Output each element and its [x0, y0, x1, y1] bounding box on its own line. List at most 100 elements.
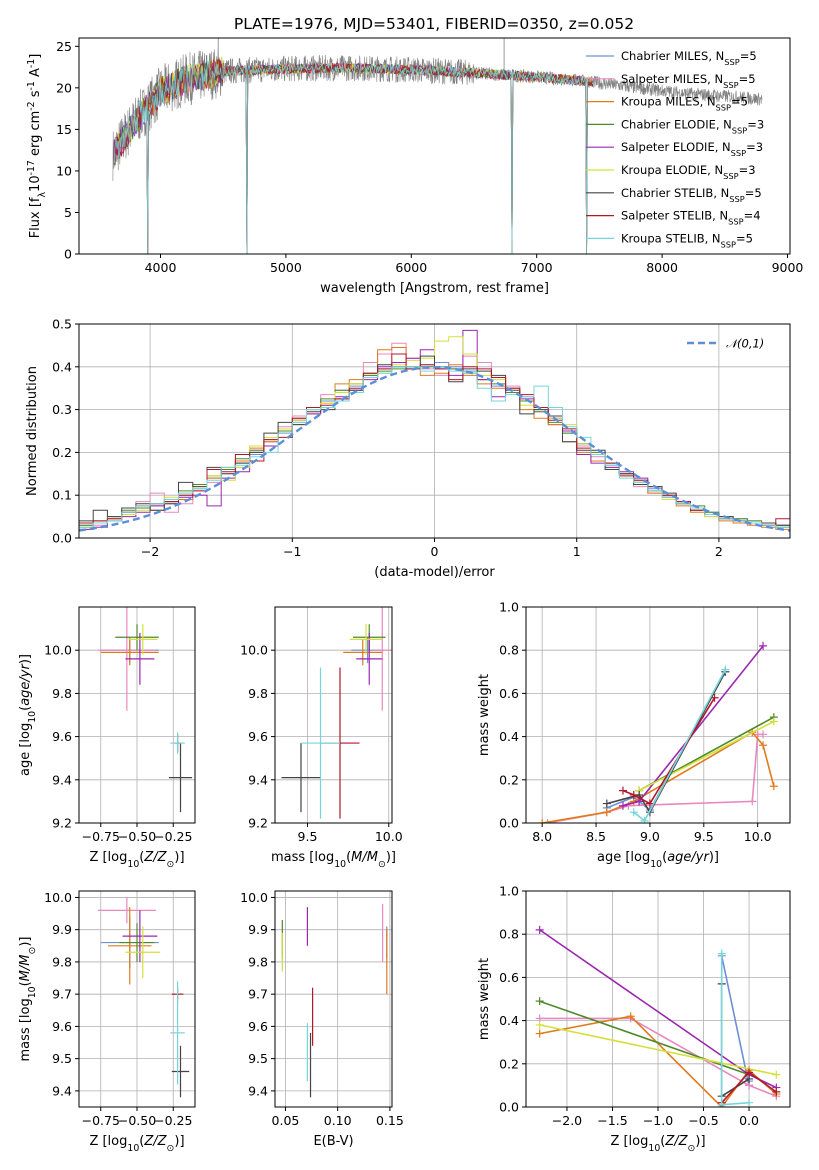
- x-tick-label: −0.75: [82, 829, 120, 844]
- x-tick-label: 6000: [395, 260, 427, 275]
- mass-weight-point: [629, 808, 638, 817]
- mass-weight-point: [645, 799, 654, 808]
- y-tick-label: 9.4: [248, 772, 268, 787]
- mass-weight-point: [602, 808, 611, 817]
- x-tick-label: 8000: [646, 260, 678, 275]
- x-tick-label: −1: [283, 544, 301, 559]
- x-tick-label: 9.0: [640, 829, 660, 844]
- y-tick-label: 9.4: [52, 1083, 72, 1098]
- y-tick-label: 10.0: [44, 890, 72, 905]
- y-tick-label: 0.2: [499, 772, 519, 787]
- plot-area: [97, 607, 193, 813]
- legend-entry: Chabrier MILES, NSSP​=5: [621, 49, 757, 67]
- panel-3: 9.5 10.0 9.2 9.4 9.6 9.8 10.0 mass [log10​(M/M⊙…: [240, 606, 403, 870]
- x-tick-label: −2.0: [552, 1113, 582, 1128]
- y-tick-label: 5: [64, 205, 72, 220]
- x-tick-label: −2: [141, 544, 159, 559]
- y-tick-label: 9.4: [248, 1083, 268, 1098]
- y-tick-label: 0.4: [499, 729, 519, 744]
- y-tick-label: 10: [56, 163, 72, 178]
- x-tick-label: 8.0: [532, 829, 552, 844]
- x-tick-label: −0.25: [154, 1113, 192, 1128]
- mass-weight-point: [748, 797, 757, 806]
- panel-6: 0.05 0.10 0.15 9.4 9.5 9.6 9.7 9.8 9.9 10.0 E(B-V): [240, 890, 404, 1149]
- model-spectrum-line: [113, 60, 594, 254]
- y-tick-label: 10.0: [240, 890, 268, 905]
- mass-weight-point: [745, 1068, 754, 1077]
- normal-reference-curve: [79, 366, 790, 532]
- y-tick-label: 0.0: [52, 531, 72, 546]
- legend-entry: Kroupa ELODIE, NSSP​=3: [621, 163, 756, 181]
- y-tick-label: 9.5: [248, 1051, 268, 1066]
- plot-area: [281, 903, 388, 1098]
- y-tick-label: 10.0: [240, 643, 268, 658]
- y-tick-label: 9.2: [52, 816, 72, 831]
- mass-weight-point: [626, 1012, 635, 1021]
- x-tick-label: 8.5: [586, 829, 606, 844]
- y-tick-label: 0.4: [52, 359, 72, 374]
- axes-frame: [525, 606, 791, 824]
- y-tick-label: 9.8: [248, 686, 268, 701]
- y-tick-label: 9.7: [248, 987, 268, 1002]
- x-tick-label: −0.50: [118, 1113, 156, 1128]
- legend-entry: Chabrier ELODIE, NSSP​=3: [621, 117, 764, 135]
- axes-frame: [78, 606, 196, 824]
- legend-entry: Kroupa MILES, NSSP​=5: [621, 95, 748, 113]
- y-tick-label: 15: [56, 122, 72, 137]
- y-tick-label: 25: [56, 39, 72, 54]
- axes-frame: [78, 323, 791, 539]
- legend-entry: Kroupa STELIB, NSSP​=5: [621, 231, 753, 249]
- y-tick-label: 9.9: [52, 922, 72, 937]
- plot-area: [112, 38, 763, 254]
- legend-entry: Salpeter STELIB, NSSP​=4: [621, 209, 761, 227]
- mass-weight-line: [539, 1024, 777, 1076]
- panel-4: 8.0 8.5 9.0 9.5 10.0 0.0 0.2 0.4 0.6 0.8 1.0 age [l…: [477, 600, 791, 870]
- mass-weight-point: [535, 1020, 544, 1029]
- x-tick-label: 1: [573, 544, 581, 559]
- x-tick-label: 5000: [270, 260, 302, 275]
- mass-weight-point: [538, 819, 547, 823]
- x-tick-label: 7000: [521, 260, 553, 275]
- x-axis-label: Z [log10​(Z/Z⊙​)]: [89, 850, 184, 870]
- axes-frame: [78, 37, 791, 255]
- plot-area: [281, 607, 392, 819]
- y-tick-label: 10.0: [44, 643, 72, 658]
- y-tick-label: 0.3: [52, 402, 72, 417]
- y-tick-label: 9.5: [52, 1051, 72, 1066]
- y-tick-label: 0.2: [52, 445, 72, 460]
- chart-title: PLATE=1976, MJD=53401, FIBERID=0350, z=0…: [234, 15, 634, 33]
- x-axis-label: wavelength [Angstrom, rest frame]: [320, 281, 549, 296]
- x-tick-label: −1.0: [643, 1113, 673, 1128]
- y-axis-label: Flux [fλ​10-17​ erg cm-2​ s-1​ A-1​]: [26, 54, 48, 239]
- y-tick-label: 0.2: [499, 1056, 519, 1071]
- y-tick-label: 9.9: [248, 922, 268, 937]
- mass-weight-point: [543, 819, 552, 823]
- mass-weight-point: [717, 949, 726, 958]
- legend-entry: Salpeter MILES, NSSP​=5: [621, 72, 756, 90]
- legend-entry: Chabrier STELIB, NSSP​=5: [621, 186, 762, 204]
- plot-area: [538, 641, 778, 823]
- chart-layer: 4000 5000 6000 7000 8000 90000510152025wavele…: [18, 15, 803, 1154]
- axes-frame: [78, 890, 196, 1108]
- x-tick-label: −0.25: [154, 829, 192, 844]
- x-tick-label: −0.5: [688, 1113, 718, 1128]
- mass-weight-point: [745, 1098, 754, 1107]
- y-axis-label: Normed distribution: [25, 366, 40, 496]
- y-tick-label: 0.6: [499, 686, 519, 701]
- axes-frame: [274, 890, 393, 1108]
- mass-weight-point: [618, 786, 627, 795]
- y-tick-label: 9.6: [248, 1019, 268, 1034]
- y-tick-label: 0.0: [499, 816, 519, 831]
- y-tick-label: 9.2: [248, 816, 268, 831]
- y-tick-label: 1.0: [499, 600, 519, 615]
- mass-weight-point: [710, 693, 719, 702]
- x-tick-label: −1.5: [597, 1113, 627, 1128]
- x-axis-label: Z [log10​(Z/Z⊙​)]: [89, 1134, 184, 1154]
- mass-weight-point: [629, 790, 638, 799]
- axes-frame: [274, 606, 393, 824]
- y-tick-label: 9.6: [248, 729, 268, 744]
- mass-weight-line: [539, 1017, 777, 1097]
- x-axis-label: mass [log10​(M/M⊙​)]: [271, 850, 396, 870]
